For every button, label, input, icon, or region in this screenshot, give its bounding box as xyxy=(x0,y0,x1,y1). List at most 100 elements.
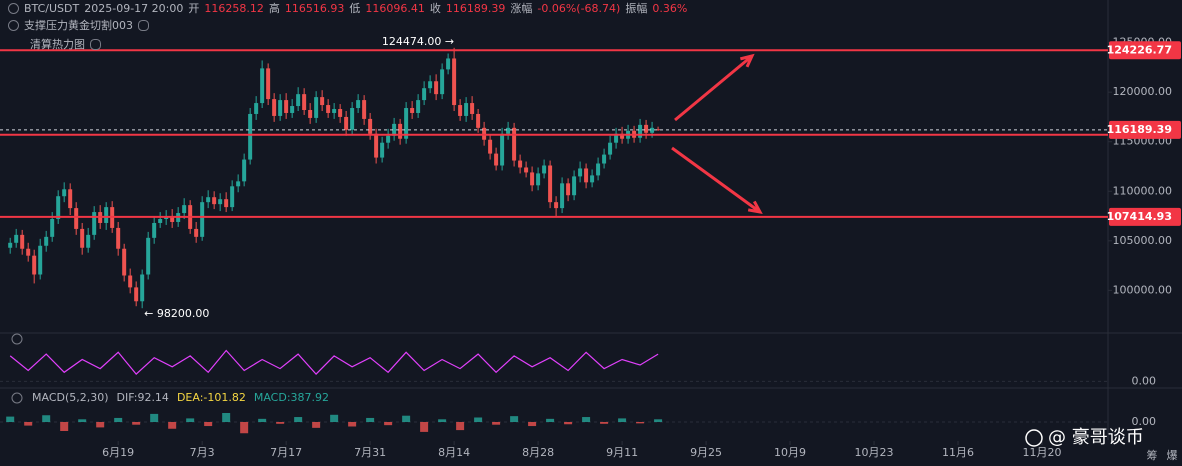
candle-body xyxy=(128,275,133,288)
candle-body xyxy=(434,81,439,95)
macd-legend: MACD:387.92 xyxy=(254,391,329,404)
y-tick-label: 0.00 xyxy=(1132,374,1157,387)
projection-arrow xyxy=(674,54,753,122)
candle-body xyxy=(476,113,481,128)
x-tick-label: 10月23 xyxy=(855,446,894,459)
macd-bar xyxy=(6,416,15,422)
candle-body xyxy=(416,100,421,113)
candle-body xyxy=(380,142,385,158)
candle-body xyxy=(356,100,361,109)
indicator-name[interactable]: 清算热力图 xyxy=(30,38,85,51)
candle-body xyxy=(374,133,379,158)
candle-body xyxy=(458,105,463,116)
collapse-icon[interactable] xyxy=(8,19,19,31)
macd-bar xyxy=(222,413,231,422)
y-tick-label: 105000.00 xyxy=(1113,234,1173,247)
candle-body xyxy=(470,103,475,114)
macd-bar xyxy=(24,422,33,426)
toolbar-icon: 爆 xyxy=(1167,448,1178,462)
close-value: 116189.39 xyxy=(445,1,506,15)
datetime: 2025-09-17 20:00 xyxy=(84,1,184,15)
candle-body xyxy=(548,165,553,203)
candle-body xyxy=(68,189,73,209)
candle-body xyxy=(26,248,31,256)
candle-body xyxy=(500,133,505,166)
price-annotation: ← 98200.00 xyxy=(144,307,209,320)
candle-body xyxy=(230,186,235,208)
candle-body xyxy=(554,202,559,209)
candle-body xyxy=(74,208,79,229)
macd-bar xyxy=(204,422,213,427)
candle-body xyxy=(236,181,241,187)
candle-body xyxy=(260,68,265,104)
macd-bar xyxy=(420,422,429,432)
candle-body xyxy=(92,212,97,235)
macd-bar xyxy=(348,422,357,427)
price-annotation: 124474.00 → xyxy=(382,35,454,48)
candle-body xyxy=(146,237,151,275)
macd-legend: MACD(5,2,30) xyxy=(32,391,109,404)
macd-bar xyxy=(654,419,663,422)
projection-arrow xyxy=(671,146,761,214)
toolbar-icon[interactable]: 筹 xyxy=(1147,448,1158,462)
candle-body xyxy=(656,129,661,131)
amplitude-value: 0.36% xyxy=(652,1,688,15)
candle-body xyxy=(290,106,295,113)
candle-body xyxy=(8,242,13,248)
oscillator-line xyxy=(9,349,659,375)
candle-body xyxy=(452,58,457,106)
macd-bar xyxy=(276,422,285,424)
candle-body xyxy=(170,216,175,222)
macd-bar xyxy=(150,413,159,422)
candle-body xyxy=(512,127,517,161)
candle-body xyxy=(446,58,451,70)
candle-body xyxy=(326,105,331,113)
y-tick-label: 100000.00 xyxy=(1113,283,1173,296)
candle-body xyxy=(194,228,199,237)
visibility-icon[interactable] xyxy=(138,19,149,31)
x-tick-label: 11月20 xyxy=(1023,446,1062,459)
macd-bar xyxy=(78,419,87,422)
macd-bar xyxy=(564,422,573,425)
candle-body xyxy=(224,199,229,208)
macd-bar xyxy=(456,422,465,431)
candle-body xyxy=(272,99,277,116)
last-price-label: 116189.39 xyxy=(1107,123,1172,136)
macd-bar xyxy=(582,417,591,422)
candle-body xyxy=(368,118,373,134)
candle-body xyxy=(38,245,43,275)
candle-body xyxy=(440,69,445,95)
visibility-icon[interactable] xyxy=(90,38,101,50)
candle-body xyxy=(182,205,187,214)
macd-bar xyxy=(312,422,321,428)
candle-body xyxy=(350,108,355,130)
candle-body xyxy=(152,222,157,238)
candle-body xyxy=(572,176,577,196)
close-label: 收 xyxy=(429,2,441,15)
candle-body xyxy=(566,183,571,196)
candle-body xyxy=(404,108,409,139)
macd-bar xyxy=(528,422,537,427)
y-tick-label: 110000.00 xyxy=(1113,184,1173,197)
candle-body xyxy=(524,167,529,173)
candle-body xyxy=(278,100,283,116)
macd-bar xyxy=(600,422,609,424)
macd-bar xyxy=(438,419,447,422)
open-value: 116258.12 xyxy=(204,1,264,15)
candle-body xyxy=(362,100,367,119)
candle-body xyxy=(206,197,211,203)
candle-body xyxy=(20,234,25,249)
level-label-bg xyxy=(1109,207,1181,226)
candle-body xyxy=(518,160,523,168)
candle-body xyxy=(62,189,67,197)
macd-bar xyxy=(636,422,645,424)
macd-bar xyxy=(168,422,177,429)
macd-bar xyxy=(132,422,141,425)
candle-body xyxy=(422,88,427,101)
indicator-row: 支撑压力黄金切割003 xyxy=(8,17,149,33)
collapse-icon[interactable] xyxy=(8,2,19,14)
x-tick-label: 8月28 xyxy=(522,446,554,459)
candle-body xyxy=(386,135,391,143)
x-tick-label: 7月17 xyxy=(270,446,302,459)
indicator-name[interactable]: 支撑压力黄金切割003 xyxy=(24,19,133,32)
